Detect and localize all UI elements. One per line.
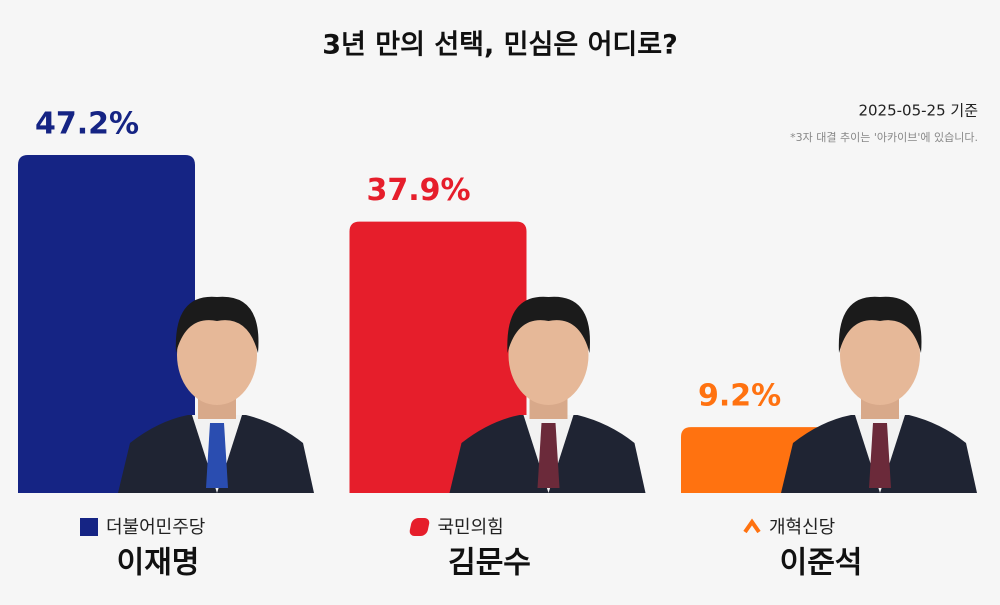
hair	[175, 296, 259, 353]
value-label: 47.2%	[35, 107, 139, 142]
bar	[18, 155, 195, 493]
tie	[206, 423, 228, 488]
bar	[349, 221, 527, 494]
face	[840, 305, 920, 405]
face	[508, 305, 589, 405]
party-logo	[80, 518, 98, 536]
hair	[838, 296, 922, 353]
x-tick-label: 이재명	[117, 546, 200, 581]
tie	[537, 423, 560, 488]
tie	[869, 423, 891, 488]
candidate-photo	[781, 296, 977, 493]
party-label: 국민의힘	[438, 517, 504, 538]
hair	[507, 296, 590, 353]
chart-title: 3년 만의 선택, 민심은 어디로?	[322, 30, 678, 61]
party-label: 더불어민주당	[106, 517, 205, 538]
x-tick-label: 김문수	[448, 546, 531, 581]
party-logo	[743, 518, 761, 534]
value-label: 37.9%	[367, 173, 471, 208]
note: *3자 대결 추이는 '아카이브'에 있습니다.	[790, 131, 978, 144]
party-label: 개혁신당	[769, 517, 835, 538]
face	[177, 305, 257, 405]
party-logo	[409, 518, 430, 536]
candidate-photo	[449, 296, 646, 493]
candidate-photo	[118, 296, 314, 493]
x-tick-label: 이준석	[780, 546, 863, 581]
date-label: 2025-05-25 기준	[858, 102, 978, 120]
value-label: 9.2%	[698, 379, 781, 414]
